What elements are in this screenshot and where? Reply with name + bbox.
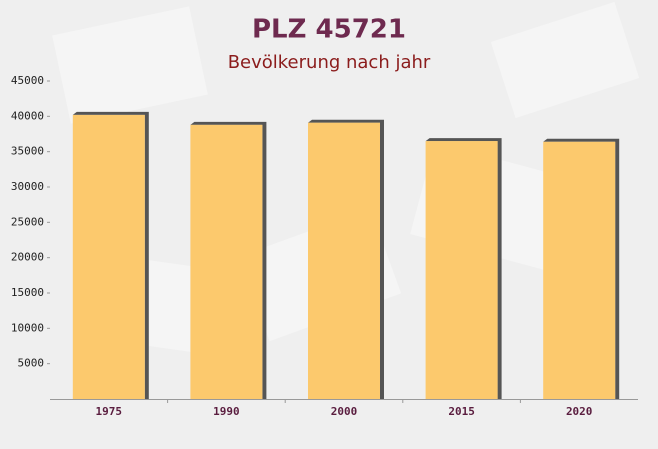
y-tick-label: 35000 — [11, 145, 44, 158]
x-tick-label: 1975 — [96, 405, 123, 418]
x-tick-label: 2020 — [566, 405, 593, 418]
bar — [190, 124, 263, 400]
bar — [543, 141, 616, 400]
y-tick-label: 30000 — [11, 180, 44, 193]
x-tick-label: 1990 — [213, 405, 240, 418]
bar — [72, 114, 145, 400]
y-tick-label: 45000 — [11, 74, 44, 87]
chart-subtitle: Bevölkerung nach jahr — [228, 52, 431, 73]
y-tick-label: 25000 — [11, 215, 44, 228]
bar — [425, 141, 498, 400]
x-tick-label: 2015 — [448, 405, 475, 418]
chart-title: PLZ 45721 — [252, 15, 406, 45]
x-tick-label: 2000 — [331, 405, 358, 418]
y-tick-label: 10000 — [11, 321, 44, 334]
y-tick-label: 20000 — [11, 251, 44, 264]
bar — [308, 122, 380, 400]
y-tick-label: 40000 — [11, 109, 44, 122]
y-tick-label: 5000 — [18, 357, 45, 370]
y-tick-label: 15000 — [11, 286, 44, 299]
